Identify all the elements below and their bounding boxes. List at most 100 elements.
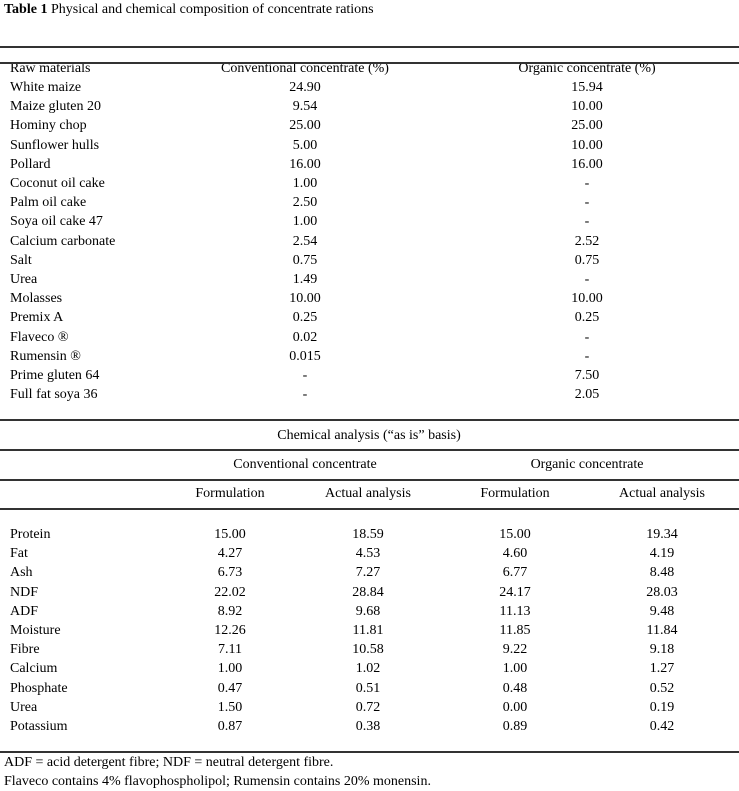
org-actual-value: 1.27 [649,661,675,677]
organic-value: 16.00 [571,156,603,172]
conv-formulation-value: 0.47 [217,680,243,696]
conv-actual-value: 11.81 [352,623,384,638]
raw-material-name: Sunflower hulls [10,137,100,153]
nutrient-name: Protein [10,527,51,542]
org-formulation-value: 0.00 [502,699,528,715]
org-formulation-value: 15.00 [499,527,531,542]
nutrient-name: Phosphate [10,680,68,696]
org-actual-value: 11.84 [646,623,678,638]
conv-formulation-value: 12.26 [214,623,246,638]
nutrient-name: Fat [10,546,28,562]
rule-subheaders [0,508,739,510]
raw-material-name: Soya oil cake 47 [10,214,103,230]
conventional-value: - [302,368,308,383]
conv-actual-value: 7.27 [355,565,381,581]
org-formulation-value: 6.77 [502,565,528,581]
organic-value: 10.00 [571,291,603,307]
subheader-org-actual: Actual analysis [619,486,705,501]
subheader-conv-formulation: Formulation [195,486,265,501]
org-actual-value: 8.48 [649,565,675,581]
nutrient-name: Potassium [10,719,68,734]
raw-material-name: Urea [10,272,38,287]
conventional-value: 25.00 [289,118,321,134]
subheader-conv-actual: Actual analysis [325,486,411,501]
org-actual-value: 19.34 [646,527,678,542]
organic-value: - [584,272,590,287]
footnote-abbreviations: ADF = acid detergent fibre; NDF = neutra… [4,755,334,770]
org-actual-value: 9.18 [649,642,675,658]
footnote-additives: Flaveco contains 4% flavophospholipol; R… [4,774,431,789]
org-formulation-value: 0.48 [502,680,528,696]
rule-bottom [0,751,739,753]
rule-top [0,46,739,48]
organic-value: - [584,214,590,230]
conventional-value: 16.00 [289,156,321,172]
organic-value: - [584,176,590,191]
header-raw-materials: Raw materials [10,61,91,76]
organic-value: 25.00 [571,118,603,134]
raw-material-name: Palm oil cake [10,195,87,211]
nutrient-name: ADF [10,603,39,619]
group-conventional: Conventional concentrate [233,457,377,472]
raw-material-name: White maize [10,80,82,95]
raw-material-name: Maize gluten 20 [10,99,101,115]
raw-material-name: Molasses [10,291,63,307]
conv-formulation-value: 1.00 [217,661,243,677]
header-organic: Organic concentrate (%) [518,61,656,76]
raw-material-name: Pollard [10,156,51,172]
conv-formulation-value: 8.92 [217,603,243,619]
raw-material-name: Salt [10,252,32,268]
subheader-org-formulation: Formulation [480,486,550,501]
conv-actual-value: 1.02 [355,661,381,677]
conv-actual-value: 4.53 [355,546,381,562]
org-formulation-value: 0.89 [502,719,528,734]
conv-actual-value: 0.38 [355,719,381,734]
conventional-value: 2.54 [292,233,318,249]
conventional-value: 10.00 [289,291,321,307]
conv-actual-value: 0.51 [355,680,381,696]
conventional-value: 0.015 [289,348,321,364]
org-actual-value: 4.19 [649,546,675,562]
conv-actual-value: 10.58 [352,642,384,658]
raw-material-name: Flaveco ® [10,329,69,345]
organic-value: 0.25 [574,310,600,326]
org-actual-value: 0.19 [649,699,675,715]
conv-formulation-value: 0.87 [217,719,243,734]
org-formulation-value: 11.13 [499,603,531,619]
table-caption: Table 1 Physical and chemical compositio… [4,2,374,18]
conv-actual-value: 18.59 [352,527,384,542]
rule-analysis-title [0,449,739,451]
organic-value: - [584,329,590,345]
org-formulation-value: 4.60 [502,546,528,562]
conv-formulation-value: 22.02 [214,584,246,600]
raw-material-name: Full fat soya 36 [10,387,98,403]
conventional-value: 1.00 [292,176,318,191]
nutrient-name: Moisture [10,623,61,638]
organic-value: 7.50 [574,368,600,383]
raw-material-name: Coconut oil cake [10,176,105,191]
organic-value: 2.05 [574,387,600,403]
organic-value: 0.75 [574,252,600,268]
org-actual-value: 0.42 [649,719,675,734]
conventional-value: 2.50 [292,195,318,211]
conv-formulation-value: 15.00 [214,527,246,542]
conv-formulation-value: 1.50 [217,699,243,715]
conventional-value: 0.25 [292,310,318,326]
conventional-value: 24.90 [289,80,321,95]
conv-actual-value: 0.72 [355,699,381,715]
org-actual-value: 28.03 [646,584,678,600]
conventional-value: 1.00 [292,214,318,230]
rule-header [0,62,739,64]
nutrient-name: Ash [10,565,33,581]
conventional-value: 5.00 [292,137,318,153]
analysis-title: Chemical analysis (“as is” basis) [277,428,461,443]
raw-material-name: Calcium carbonate [10,233,116,249]
org-actual-value: 9.48 [649,603,675,619]
org-actual-value: 0.52 [649,680,675,696]
conv-formulation-value: 4.27 [217,546,243,562]
organic-value: 10.00 [571,137,603,153]
header-conventional: Conventional concentrate (%) [221,61,389,76]
organic-value: - [584,195,590,211]
conv-formulation-value: 7.11 [218,642,242,658]
